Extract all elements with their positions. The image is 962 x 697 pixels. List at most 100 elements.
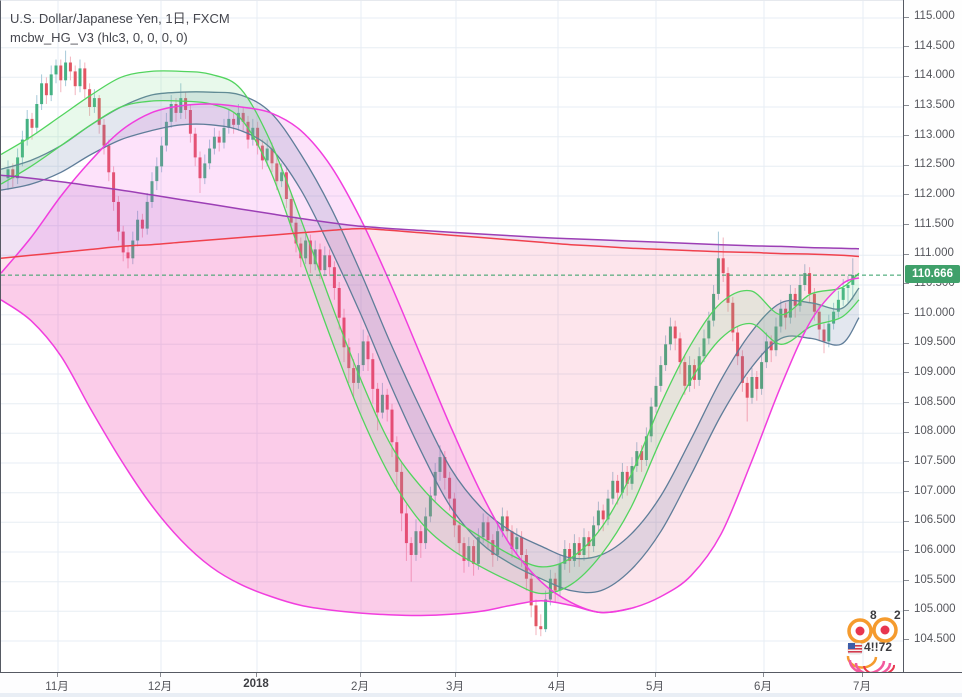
candle-body	[92, 98, 96, 107]
chart-plot-area[interactable]: U.S. Dollar/Japanese Yen, 1日, FXCM mcbw_…	[0, 0, 904, 673]
candle-body	[59, 65, 63, 81]
candle-body	[212, 136, 216, 149]
candle-body	[697, 356, 701, 380]
candle-body	[44, 83, 48, 96]
candle-body	[88, 89, 92, 107]
candle-body	[491, 540, 495, 555]
candle-body	[481, 522, 485, 538]
candle-body	[116, 201, 120, 232]
price-tick-label: 108.500	[914, 395, 956, 408]
candle-body	[476, 537, 480, 564]
candle-body	[673, 326, 677, 339]
candle-body	[236, 112, 240, 125]
candle-body	[683, 362, 687, 386]
candle-body	[246, 121, 250, 140]
candle-body	[822, 329, 826, 342]
price-tick-label: 106.500	[914, 514, 956, 527]
candle-body	[520, 537, 524, 555]
candle-body	[313, 249, 317, 265]
candle-body	[169, 104, 173, 122]
price-tick-mark	[904, 639, 909, 641]
candle-body	[380, 394, 384, 413]
magenta-band-lower	[1, 277, 860, 617]
candle-body	[635, 451, 639, 466]
candle-body	[376, 388, 380, 413]
candle-body	[750, 377, 754, 398]
candle-body	[572, 543, 576, 561]
price-tick-mark	[904, 283, 909, 285]
candle-body	[78, 68, 82, 87]
candle-body	[35, 104, 39, 128]
time-tick-label: 4月	[548, 681, 566, 693]
candle-body	[472, 546, 476, 564]
candle-body	[256, 127, 260, 146]
price-tick-label: 108.000	[914, 425, 956, 438]
candle-body	[20, 139, 24, 158]
price-tick-label: 105.500	[914, 573, 956, 586]
candle-body	[136, 219, 140, 241]
price-tick-mark	[904, 609, 909, 611]
candle-body	[803, 273, 807, 285]
candle-body	[755, 377, 759, 389]
candle-body	[592, 525, 596, 547]
price-tick-mark	[904, 135, 909, 137]
candle-body	[587, 537, 591, 547]
candle-body	[347, 347, 351, 369]
candle-body	[97, 98, 101, 125]
outer-band-fill	[1, 175, 859, 259]
candle-body	[808, 273, 812, 294]
candle-body	[606, 498, 610, 520]
candle-body	[371, 359, 375, 389]
candle-body	[366, 341, 370, 360]
green-band-lower	[1, 99, 860, 595]
candle-body	[284, 172, 288, 199]
candle-body	[25, 118, 29, 140]
candle-body	[448, 477, 452, 499]
candle-body	[736, 332, 740, 357]
time-tick-label: 2018	[243, 678, 269, 690]
candle-body	[40, 83, 44, 105]
candle-body	[251, 127, 255, 140]
candle-body	[54, 65, 58, 75]
price-tick-mark	[904, 431, 909, 433]
price-tick-mark	[904, 342, 909, 344]
candle-body	[841, 288, 845, 300]
candle-body	[30, 118, 34, 128]
candle-body	[83, 68, 87, 90]
candle-body	[457, 525, 461, 544]
candle-body	[817, 311, 821, 330]
price-tick-mark	[904, 520, 909, 522]
candle-body	[222, 127, 226, 143]
candle-body	[102, 124, 106, 146]
price-tick-mark	[904, 224, 909, 226]
candle-body	[208, 148, 212, 164]
candle-body	[496, 531, 500, 555]
candle-body	[625, 471, 629, 484]
time-axis[interactable]: 11月 12月 2018 2月 3月 4月 5月 6月 7月	[0, 672, 962, 697]
candle-body	[121, 231, 125, 253]
price-chart[interactable]	[1, 1, 904, 673]
price-tick-mark	[904, 491, 909, 493]
slate-band-upper	[1, 91, 860, 560]
candle-body	[577, 543, 581, 555]
candle-body	[404, 513, 408, 544]
price-tick-mark	[904, 372, 909, 374]
candle-body	[184, 98, 188, 110]
candle-body	[49, 74, 53, 96]
price-tick-mark	[904, 46, 909, 48]
price-tick-label: 111.500	[914, 217, 954, 230]
time-tick-mark	[655, 673, 656, 677]
candle-body	[462, 543, 466, 561]
candle-body	[515, 537, 519, 550]
candle-body	[438, 457, 442, 472]
candle-body	[582, 537, 586, 555]
price-tick-label: 109.000	[914, 365, 956, 378]
price-axis[interactable]: 115.000 114.500 114.000 113.500 113.000 112.5…	[903, 0, 962, 672]
candle-body	[409, 543, 413, 555]
candle-body	[198, 157, 202, 179]
candle-body	[467, 546, 471, 561]
price-tick-mark	[904, 402, 909, 404]
time-tick-mark	[360, 673, 361, 677]
price-tick-mark	[904, 16, 909, 18]
candle-body	[174, 104, 178, 113]
